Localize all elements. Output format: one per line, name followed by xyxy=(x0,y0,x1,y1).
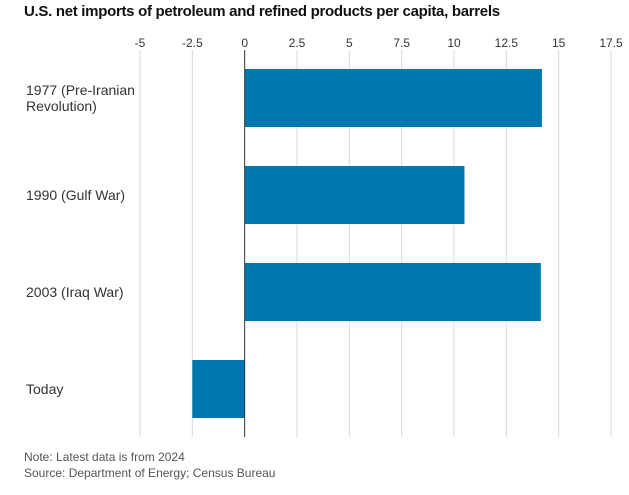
footnote: Note: Latest data is from 2024 xyxy=(24,450,185,464)
x-tick-label: 17.5 xyxy=(599,36,623,50)
bar xyxy=(244,69,542,127)
source-note: Source: Department of Energy; Census Bur… xyxy=(24,466,276,480)
category-label: 2003 (Iraq War) xyxy=(26,284,124,300)
category-label: Today xyxy=(26,381,64,397)
category-label: 1977 (Pre-Iranian Revolution) xyxy=(26,82,135,114)
gridlines xyxy=(139,50,612,437)
x-tick-label: -5 xyxy=(135,36,146,50)
x-tick-labels: -5 -2.5 0 2.5 5 7.5 10 12.5 15 17.5 xyxy=(135,36,623,50)
x-tick-label: 5 xyxy=(346,36,353,50)
x-tick-label: 0 xyxy=(241,36,248,50)
x-tick-label: 10 xyxy=(447,36,461,50)
bar xyxy=(192,360,245,418)
bar xyxy=(244,166,465,224)
category-label: 1990 (Gulf War) xyxy=(26,187,126,203)
x-tick-label: 2.5 xyxy=(289,36,306,50)
bars xyxy=(192,69,542,418)
x-tick-label: 15 xyxy=(552,36,566,50)
bar xyxy=(244,263,541,321)
x-tick-label: 12.5 xyxy=(495,36,519,50)
x-tick-label: -2.5 xyxy=(182,36,203,50)
x-tick-label: 7.5 xyxy=(393,36,410,50)
chart-title: U.S. net imports of petroleum and refine… xyxy=(24,3,500,20)
